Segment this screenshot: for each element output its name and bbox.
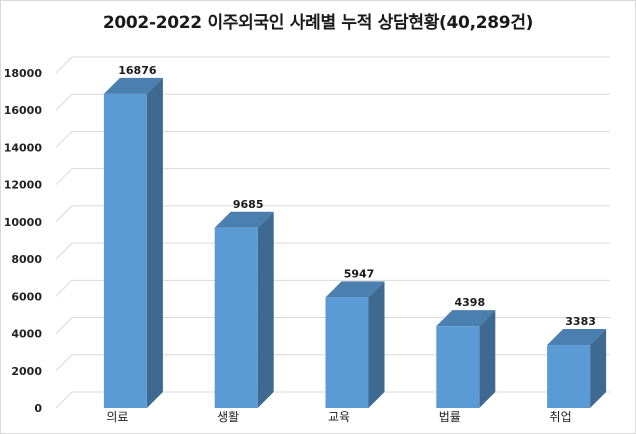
x-tick-label: 의료 [106,410,128,424]
y-tick-label: 16000 [4,104,43,117]
x-tick-label: 생활 [217,410,239,424]
gridline-side [55,354,73,372]
bar-top [436,310,496,327]
bar-side [590,329,607,408]
bar [214,227,258,408]
bar [103,93,147,409]
chart-title: 2002-2022 이주외국인 사례별 누적 상담현황(40,289건) [102,13,534,33]
gridline-side [55,93,73,111]
bar-top [547,329,607,346]
bar [547,345,591,408]
y-tick-label: 6000 [11,290,42,303]
bar-top [214,211,274,228]
data-label: 3383 [565,315,596,328]
y-tick-label: 18000 [4,67,43,80]
bar-side [368,281,385,408]
bar-side [479,310,496,408]
floor-edge [55,391,73,409]
bar [436,326,480,408]
gridline-side [55,56,73,74]
x-tick-label: 교육 [328,410,350,424]
data-label: 5947 [344,267,375,280]
y-tick-label: 2000 [11,365,42,378]
gridline-side [55,168,73,186]
bar-side [257,211,274,408]
data-label: 16876 [118,64,157,77]
gridline-side [55,205,73,223]
y-tick-label: 4000 [11,328,42,341]
data-label: 4398 [454,296,485,309]
y-tick-label: 10000 [4,216,43,229]
gridline-side [55,242,73,260]
y-tick-label: 0 [34,402,42,415]
data-label: 9685 [233,198,264,211]
bar [325,297,369,408]
x-tick-label: 법률 [439,410,461,424]
y-tick-label: 14000 [4,141,43,154]
x-tick-label: 취업 [550,410,572,424]
gridline-side [55,317,73,334]
y-tick-label: 12000 [4,179,43,192]
bar-top [103,77,163,94]
y-tick-label: 8000 [11,253,42,266]
bar-top [325,281,385,298]
bar-side [146,77,163,409]
gridline-side [55,131,73,148]
gridline-side [55,279,73,297]
